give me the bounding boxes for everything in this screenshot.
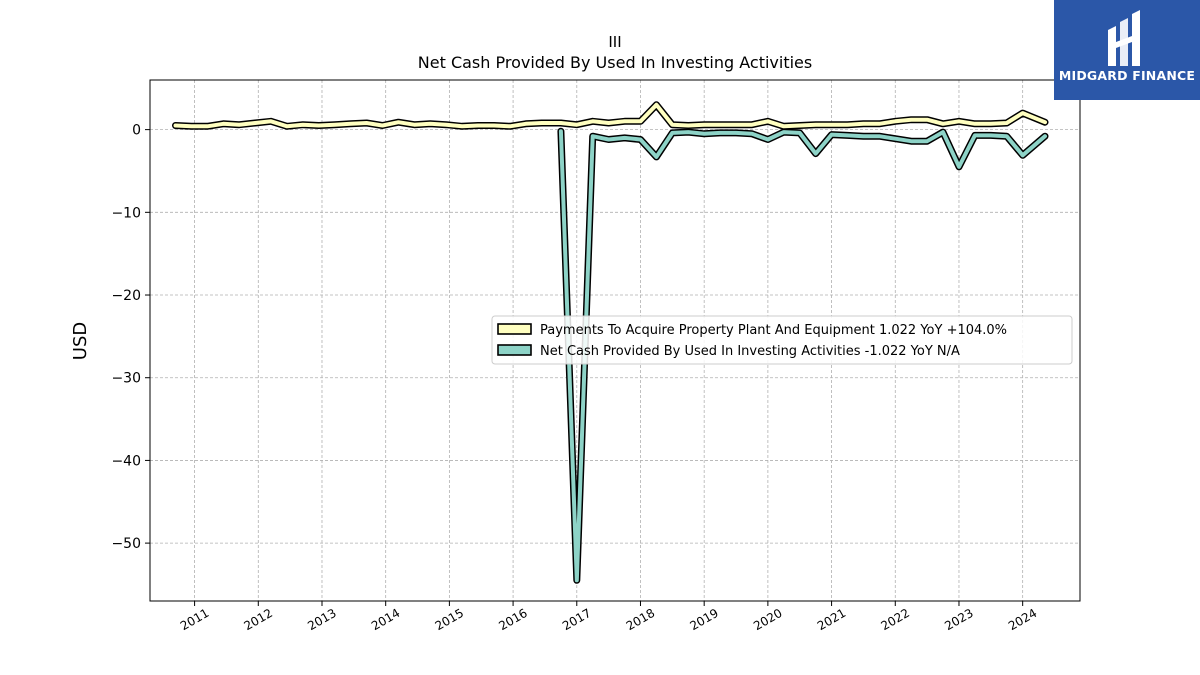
y-tick-label: −30 [111, 371, 141, 387]
series-layer [172, 101, 1049, 584]
x-tick-label: 2020 [751, 606, 784, 633]
y-tick-label: −20 [111, 288, 141, 304]
chart-title: III [608, 33, 621, 51]
x-axis: 2011 2012 2013 2014 2015 2016 2017 2018 2019 2020… [178, 601, 1039, 633]
legend-swatch [497, 344, 532, 356]
legend-swatch [497, 323, 532, 335]
x-tick-label: 2016 [496, 606, 529, 633]
x-tick-label: 2019 [687, 606, 720, 633]
legend-label: Payments To Acquire Property Plant And E… [540, 323, 1007, 338]
x-tick-label: 2023 [942, 606, 975, 633]
x-tick-label: 2014 [369, 606, 402, 633]
x-tick-label: 2022 [879, 606, 912, 633]
chart-subtitle: Net Cash Provided By Used In Investing A… [418, 53, 812, 72]
series-1-line [558, 129, 1047, 583]
y-axis-label: USD [70, 322, 91, 360]
x-tick-label: 2015 [433, 606, 466, 633]
y-tick-label: −10 [111, 205, 141, 221]
brand-logo-icon [1108, 10, 1140, 66]
x-tick-label: 2021 [815, 606, 848, 633]
y-tick-label: −40 [111, 453, 141, 469]
series-0-line [173, 102, 1047, 129]
y-tick-label: 0 [132, 123, 141, 139]
x-tick-label: 2018 [624, 606, 657, 633]
x-tick-label: 2011 [178, 606, 211, 633]
x-tick-label: 2024 [1006, 606, 1039, 633]
brand-name: MIDGARD FINANCE [1058, 68, 1196, 83]
brand-logo: MIDGARD FINANCE [1054, 0, 1200, 100]
x-tick-label: 2017 [560, 606, 593, 633]
y-axis: 0 −10 −20 −30 −40 −50 [111, 123, 150, 552]
legend-box [491, 315, 1073, 365]
x-tick-label: 2013 [305, 606, 338, 633]
legend-label: Net Cash Provided By Used In Investing A… [540, 344, 960, 359]
x-tick-label: 2012 [242, 606, 275, 633]
legend: Payments To Acquire Property Plant And E… [491, 315, 1073, 365]
y-tick-label: −50 [111, 536, 141, 552]
plot-frame [149, 79, 1081, 602]
